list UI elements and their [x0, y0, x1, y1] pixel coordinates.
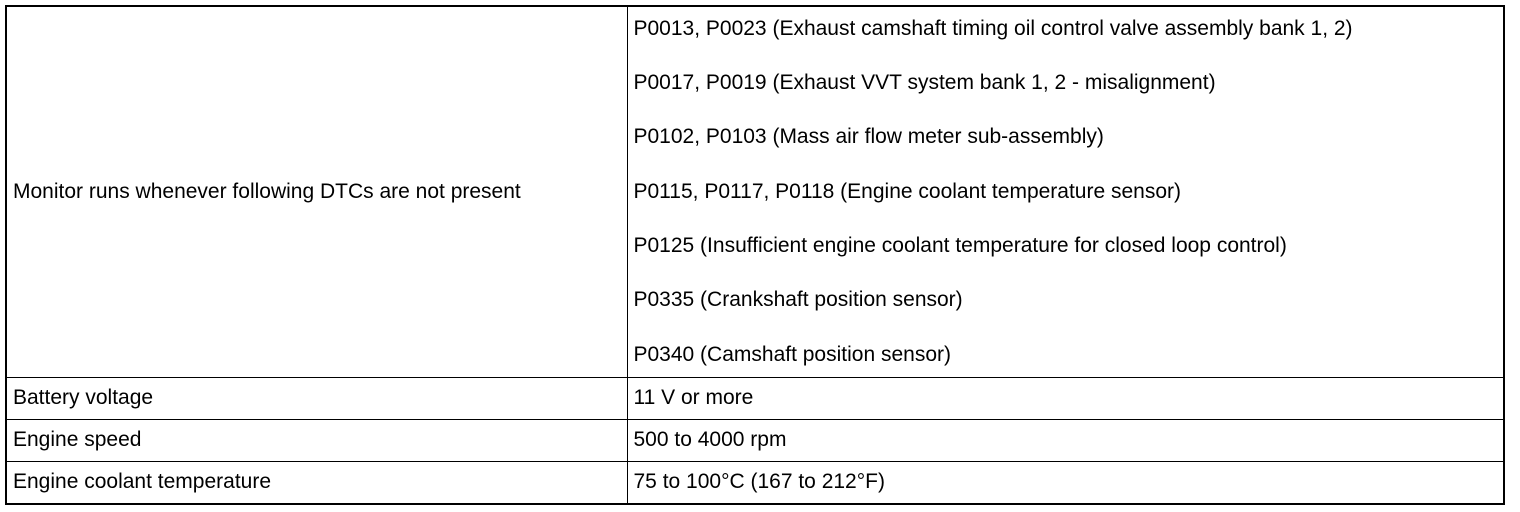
engine-speed-value: 500 to 4000 rpm: [626, 418, 1503, 462]
monitor-conditions-table: Monitor runs whenever following DTCs are…: [7, 7, 1503, 503]
engine-coolant-temperature-label: Engine coolant temperature: [7, 460, 628, 503]
table-row-engine-coolant-temperature: Engine coolant temperature 75 to 100°C (…: [7, 460, 1503, 503]
table-row-battery-voltage: Battery voltage 11 V or more: [7, 376, 1503, 420]
dtc-item: P0013, P0023 (Exhaust camshaft timing oi…: [633, 16, 1353, 40]
battery-voltage-value: 11 V or more: [626, 376, 1503, 420]
dtc-conditions-label: Monitor runs whenever following DTCs are…: [7, 7, 628, 378]
engine-coolant-temperature-value: 75 to 100°C (167 to 212°F): [626, 460, 1503, 503]
dtc-item: P0340 (Camshaft position sensor): [633, 342, 952, 366]
table-row-dtc-conditions: Monitor runs whenever following DTCs are…: [7, 7, 1503, 378]
dtc-item: P0017, P0019 (Exhaust VVT system bank 1,…: [633, 71, 1216, 95]
battery-voltage-label: Battery voltage: [7, 376, 628, 420]
conditions-table-frame: Monitor runs whenever following DTCs are…: [5, 5, 1505, 505]
dtc-item: P0115, P0117, P0118 (Engine coolant temp…: [633, 179, 1182, 203]
dtc-item: P0335 (Crankshaft position sensor): [633, 288, 963, 312]
table-row-engine-speed: Engine speed 500 to 4000 rpm: [7, 418, 1503, 462]
dtc-list: P0013, P0023 (Exhaust camshaft timing oi…: [634, 17, 1498, 367]
dtc-list-cell: P0013, P0023 (Exhaust camshaft timing oi…: [626, 7, 1503, 378]
engine-speed-label: Engine speed: [7, 418, 628, 462]
dtc-item: P0125 (Insufficient engine coolant tempe…: [633, 234, 1287, 258]
dtc-item: P0102, P0103 (Mass air flow meter sub-as…: [633, 125, 1104, 149]
